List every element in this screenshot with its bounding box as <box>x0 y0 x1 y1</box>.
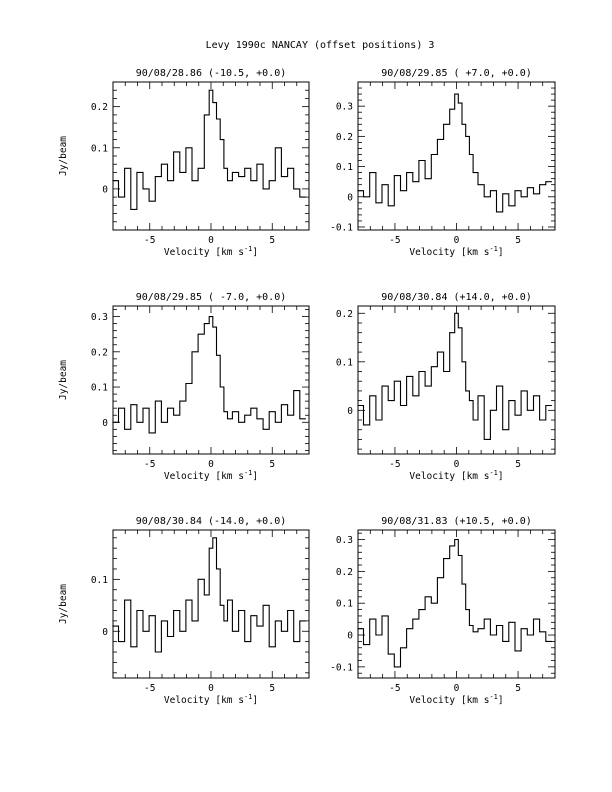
plot-frame <box>112 81 310 231</box>
spectrum-panel-4: 90/08/30.84 (+14.0, +0.0) -5 0 5 0 0.1 0.2 Velo… <box>336 292 556 482</box>
y-axis-label: Jy/beam <box>58 584 69 624</box>
plot-frame <box>357 529 556 679</box>
spectrum-line <box>357 312 552 440</box>
y-tick-label: 0.1 <box>336 599 353 610</box>
panel-title: 90/08/30.84 (-14.0, +0.0) <box>136 516 287 527</box>
x-axis-label: Velocity [km s-1] <box>409 693 503 706</box>
x-tick-label: 0 <box>454 235 460 246</box>
x-tick-label: -5 <box>389 683 400 694</box>
x-axis-label-main: Velocity [km s <box>164 695 244 706</box>
plot-frame <box>357 305 556 455</box>
y-tick-label: -0.1 <box>330 222 353 233</box>
y-tick-label: 0 <box>102 627 108 638</box>
x-axis-label-exponent: -1 <box>489 245 497 253</box>
page-title: Levy 1990c NANCAY (offset positions) 3 <box>206 40 435 51</box>
x-tick-label: -5 <box>144 235 155 246</box>
x-axis-label-main: Velocity [km s <box>409 471 489 482</box>
x-axis-label: Velocity [km s-1] <box>164 245 258 258</box>
plot-frame <box>112 529 310 679</box>
y-tick-label: 0 <box>347 406 353 417</box>
spectra-panels: 90/08/28.86 (-10.5, +0.0) -5 0 5 0 0.1 0.2 Velo… <box>58 68 556 706</box>
x-tick-label: 5 <box>269 235 275 246</box>
y-tick-label: 0.2 <box>336 567 353 578</box>
spectrum-line <box>357 93 552 213</box>
x-axis-label-bracket: ] <box>498 695 504 706</box>
x-axis-label-exponent: -1 <box>489 469 497 477</box>
x-axis-label-bracket: ] <box>498 247 504 258</box>
x-axis-label-bracket: ] <box>252 695 258 706</box>
x-axis-label: Velocity [km s-1] <box>409 469 503 482</box>
panel-title: 90/08/28.86 (-10.5, +0.0) <box>136 68 287 79</box>
y-tick-label: 0 <box>347 631 353 642</box>
y-tick-label: 0.2 <box>91 347 108 358</box>
x-axis-label-exponent: -1 <box>244 469 252 477</box>
x-tick-label: -5 <box>389 235 400 246</box>
y-tick-label: 0.1 <box>336 162 353 173</box>
x-tick-label: -5 <box>144 683 155 694</box>
x-tick-label: 5 <box>515 683 521 694</box>
spectrum-panel-1: 90/08/28.86 (-10.5, +0.0) -5 0 5 0 0.1 0.2 Velo… <box>58 68 310 258</box>
y-axis-label: Jy/beam <box>58 360 69 400</box>
panel-title: 90/08/31.83 (+10.5, +0.0) <box>381 516 532 527</box>
y-tick-label: 0.1 <box>91 143 108 154</box>
x-axis-label-exponent: -1 <box>244 245 252 253</box>
x-tick-label: 5 <box>515 235 521 246</box>
spectrum-panel-2: 90/08/29.85 ( +7.0, +0.0) -5 0 5 -0.1 0 0.1 0.2… <box>330 68 556 258</box>
y-tick-label: 0.1 <box>91 383 108 394</box>
y-tick-label: 0 <box>102 418 108 429</box>
x-axis-label-main: Velocity [km s <box>409 247 489 258</box>
x-tick-label: 0 <box>454 683 460 694</box>
x-tick-label: -5 <box>144 459 155 470</box>
y-tick-label: 0.1 <box>91 575 108 586</box>
x-tick-label: 5 <box>269 683 275 694</box>
x-axis-label-exponent: -1 <box>244 693 252 701</box>
x-axis-label: Velocity [km s-1] <box>164 469 258 482</box>
x-axis-label: Velocity [km s-1] <box>409 245 503 258</box>
y-tick-label: 0.3 <box>91 312 108 323</box>
x-tick-label: 0 <box>454 459 460 470</box>
x-axis-label-bracket: ] <box>252 471 258 482</box>
spectrum-line <box>112 316 306 434</box>
spectrum-panel-6: 90/08/31.83 (+10.5, +0.0) -5 0 5 -0.1 0 0.1 0.2… <box>330 516 556 706</box>
y-tick-label: 0.2 <box>336 309 353 320</box>
x-axis-label-bracket: ] <box>252 247 258 258</box>
spectrum-panel-3: 90/08/29.85 ( -7.0, +0.0) -5 0 5 0 0.1 0.2 0.3 V… <box>58 292 310 482</box>
y-tick-label: 0 <box>347 192 353 203</box>
spectrum-line <box>357 538 552 668</box>
panel-title: 90/08/30.84 (+14.0, +0.0) <box>381 292 532 303</box>
x-axis-label: Velocity [km s-1] <box>164 693 258 706</box>
y-tick-label: 0.2 <box>336 132 353 143</box>
panel-title: 90/08/29.85 ( +7.0, +0.0) <box>381 68 532 79</box>
panel-title: 90/08/29.85 ( -7.0, +0.0) <box>136 292 287 303</box>
y-tick-label: 0.3 <box>336 102 353 113</box>
x-tick-label: 0 <box>208 459 214 470</box>
x-axis-label-exponent: -1 <box>489 693 497 701</box>
y-axis-label: Jy/beam <box>58 136 69 176</box>
x-tick-label: 5 <box>515 459 521 470</box>
x-axis-label-main: Velocity [km s <box>164 471 244 482</box>
y-tick-label: 0.1 <box>336 357 353 368</box>
y-tick-label: 0 <box>102 184 108 195</box>
x-tick-label: 0 <box>208 683 214 694</box>
x-tick-label: -5 <box>389 459 400 470</box>
plot-frame <box>357 81 556 231</box>
y-tick-label: 0.2 <box>91 102 108 113</box>
y-tick-label: -0.1 <box>330 662 353 673</box>
x-tick-label: 5 <box>269 459 275 470</box>
spectrum-panel-5: 90/08/30.84 (-14.0, +0.0) -5 0 5 0 0.1 Velocit… <box>58 516 310 706</box>
x-tick-label: 0 <box>208 235 214 246</box>
spectrum-line <box>112 89 306 210</box>
x-axis-label-main: Velocity [km s <box>164 247 244 258</box>
x-axis-label-bracket: ] <box>498 471 504 482</box>
plot-frame <box>112 305 310 455</box>
spectrum-line <box>112 537 306 653</box>
x-axis-label-main: Velocity [km s <box>409 695 489 706</box>
y-tick-label: 0.3 <box>336 535 353 546</box>
